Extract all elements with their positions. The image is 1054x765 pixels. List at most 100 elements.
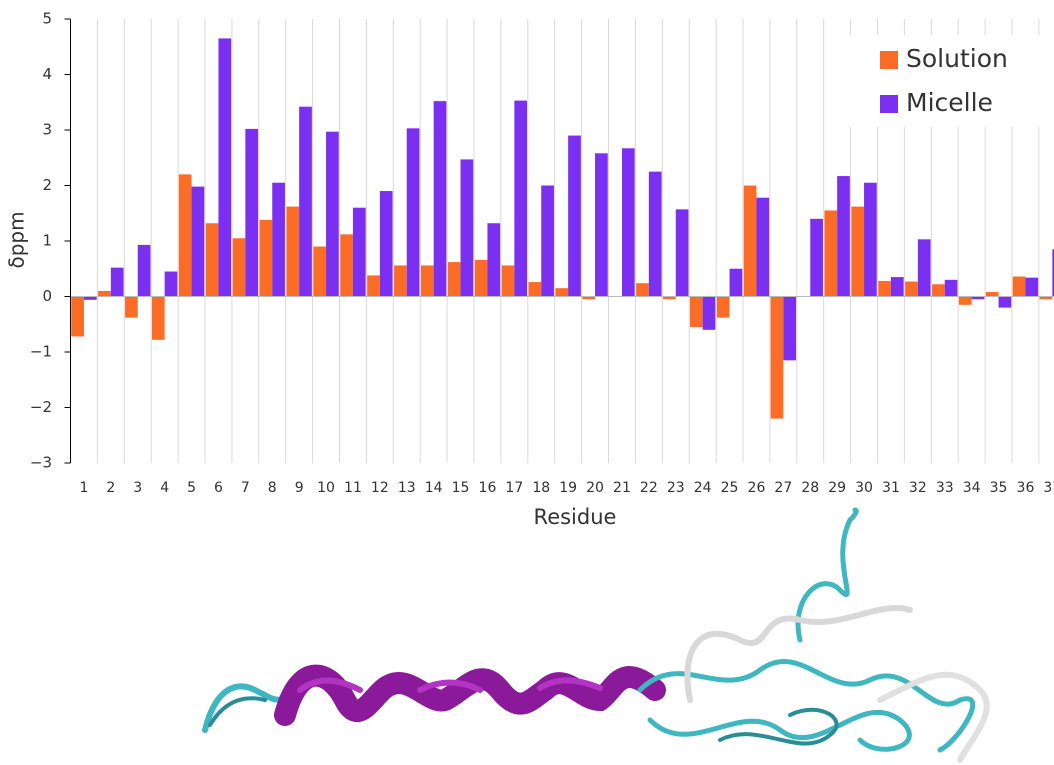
bar [622,148,635,296]
bar [851,207,864,297]
chart: −3−2−10123451234567891011121314151617181… [5,10,1054,530]
bar [111,268,124,297]
bar [837,176,850,296]
y-tick-label: 0 [42,287,52,305]
legend-label: Micelle [906,88,993,117]
bar [690,297,703,328]
bar [649,172,662,297]
bar [730,269,743,297]
bar [756,198,769,297]
legend-swatch [880,95,898,113]
bar [636,283,649,296]
x-tick-label: 22 [640,480,658,496]
bar [461,159,474,296]
x-tick-label: 32 [909,480,927,496]
bar [367,275,380,296]
bar [407,128,420,296]
bar [286,207,299,297]
x-tick-label: 6 [214,480,223,496]
bar [326,132,339,297]
bar [245,129,258,297]
protein-structure [205,510,987,760]
bar [959,297,972,305]
x-tick-label: 28 [801,480,819,496]
legend-label: Solution [906,44,1008,73]
bar [340,234,353,296]
bar [475,260,488,297]
x-tick-label: 14 [425,480,443,496]
bar [218,38,231,296]
bar [514,101,527,297]
x-tick-label: 5 [187,480,196,496]
figure: −3−2−10123451234567891011121314151617181… [0,0,1054,765]
x-tick-label: 37 [1043,480,1054,496]
bar [824,210,837,296]
bar [434,101,447,296]
x-tick-label: 2 [106,480,115,496]
bar [394,265,407,296]
x-tick-label: 24 [694,480,712,496]
bar [165,272,178,297]
bar [783,297,796,361]
x-tick-label: 35 [990,480,1008,496]
x-tick-label: 1 [79,480,88,496]
bar [380,191,393,296]
x-tick-label: 15 [452,480,470,496]
bar [487,223,500,296]
bar [192,187,205,297]
bar [945,280,958,297]
bar [555,288,568,296]
bar [810,219,823,297]
page: −3−2−10123451234567891011121314151617181… [0,0,1054,765]
x-tick-label: 31 [882,480,900,496]
bar [918,239,931,296]
y-tick-label: 4 [42,65,52,83]
x-tick-label: 26 [748,480,766,496]
x-tick-label: 34 [963,480,981,496]
x-tick-label: 11 [344,480,362,496]
bar [71,297,84,337]
y-axis-title: δppm [5,211,29,268]
x-tick-label: 33 [936,480,954,496]
bar [999,297,1012,308]
x-tick-label: 10 [317,480,335,496]
x-tick-label: 9 [295,480,304,496]
bar [272,183,285,297]
bar [502,265,515,296]
bar [717,297,730,318]
x-tick-label: 8 [268,480,277,496]
bar [864,183,877,297]
bar [353,208,366,297]
bar [421,265,434,296]
bar [541,186,554,297]
bar [1025,278,1038,297]
bar [448,262,461,296]
bar [125,297,138,318]
bar [891,277,904,296]
x-tick-label: 16 [479,480,497,496]
x-tick-label: 18 [532,480,550,496]
bar [206,223,219,296]
bar [260,220,273,297]
x-tick-label: 21 [613,480,631,496]
bar [299,107,312,297]
bar [233,238,246,296]
x-tick-label: 17 [505,480,523,496]
x-tick-label: 30 [855,480,873,496]
bar [529,282,542,296]
x-tick-label: 36 [1017,480,1035,496]
y-tick-label: −1 [30,343,52,361]
y-tick-label: 5 [42,10,52,28]
bar [771,297,784,419]
bar [905,282,918,297]
y-tick-label: 1 [42,232,52,250]
bar [986,292,999,296]
bar [98,291,111,297]
bar [744,186,757,297]
x-tick-label: 20 [586,480,604,496]
x-tick-label: 19 [559,480,577,496]
bar [1013,277,1026,297]
x-tick-label: 4 [160,480,169,496]
bar [878,281,891,297]
x-tick-label: 12 [371,480,389,496]
